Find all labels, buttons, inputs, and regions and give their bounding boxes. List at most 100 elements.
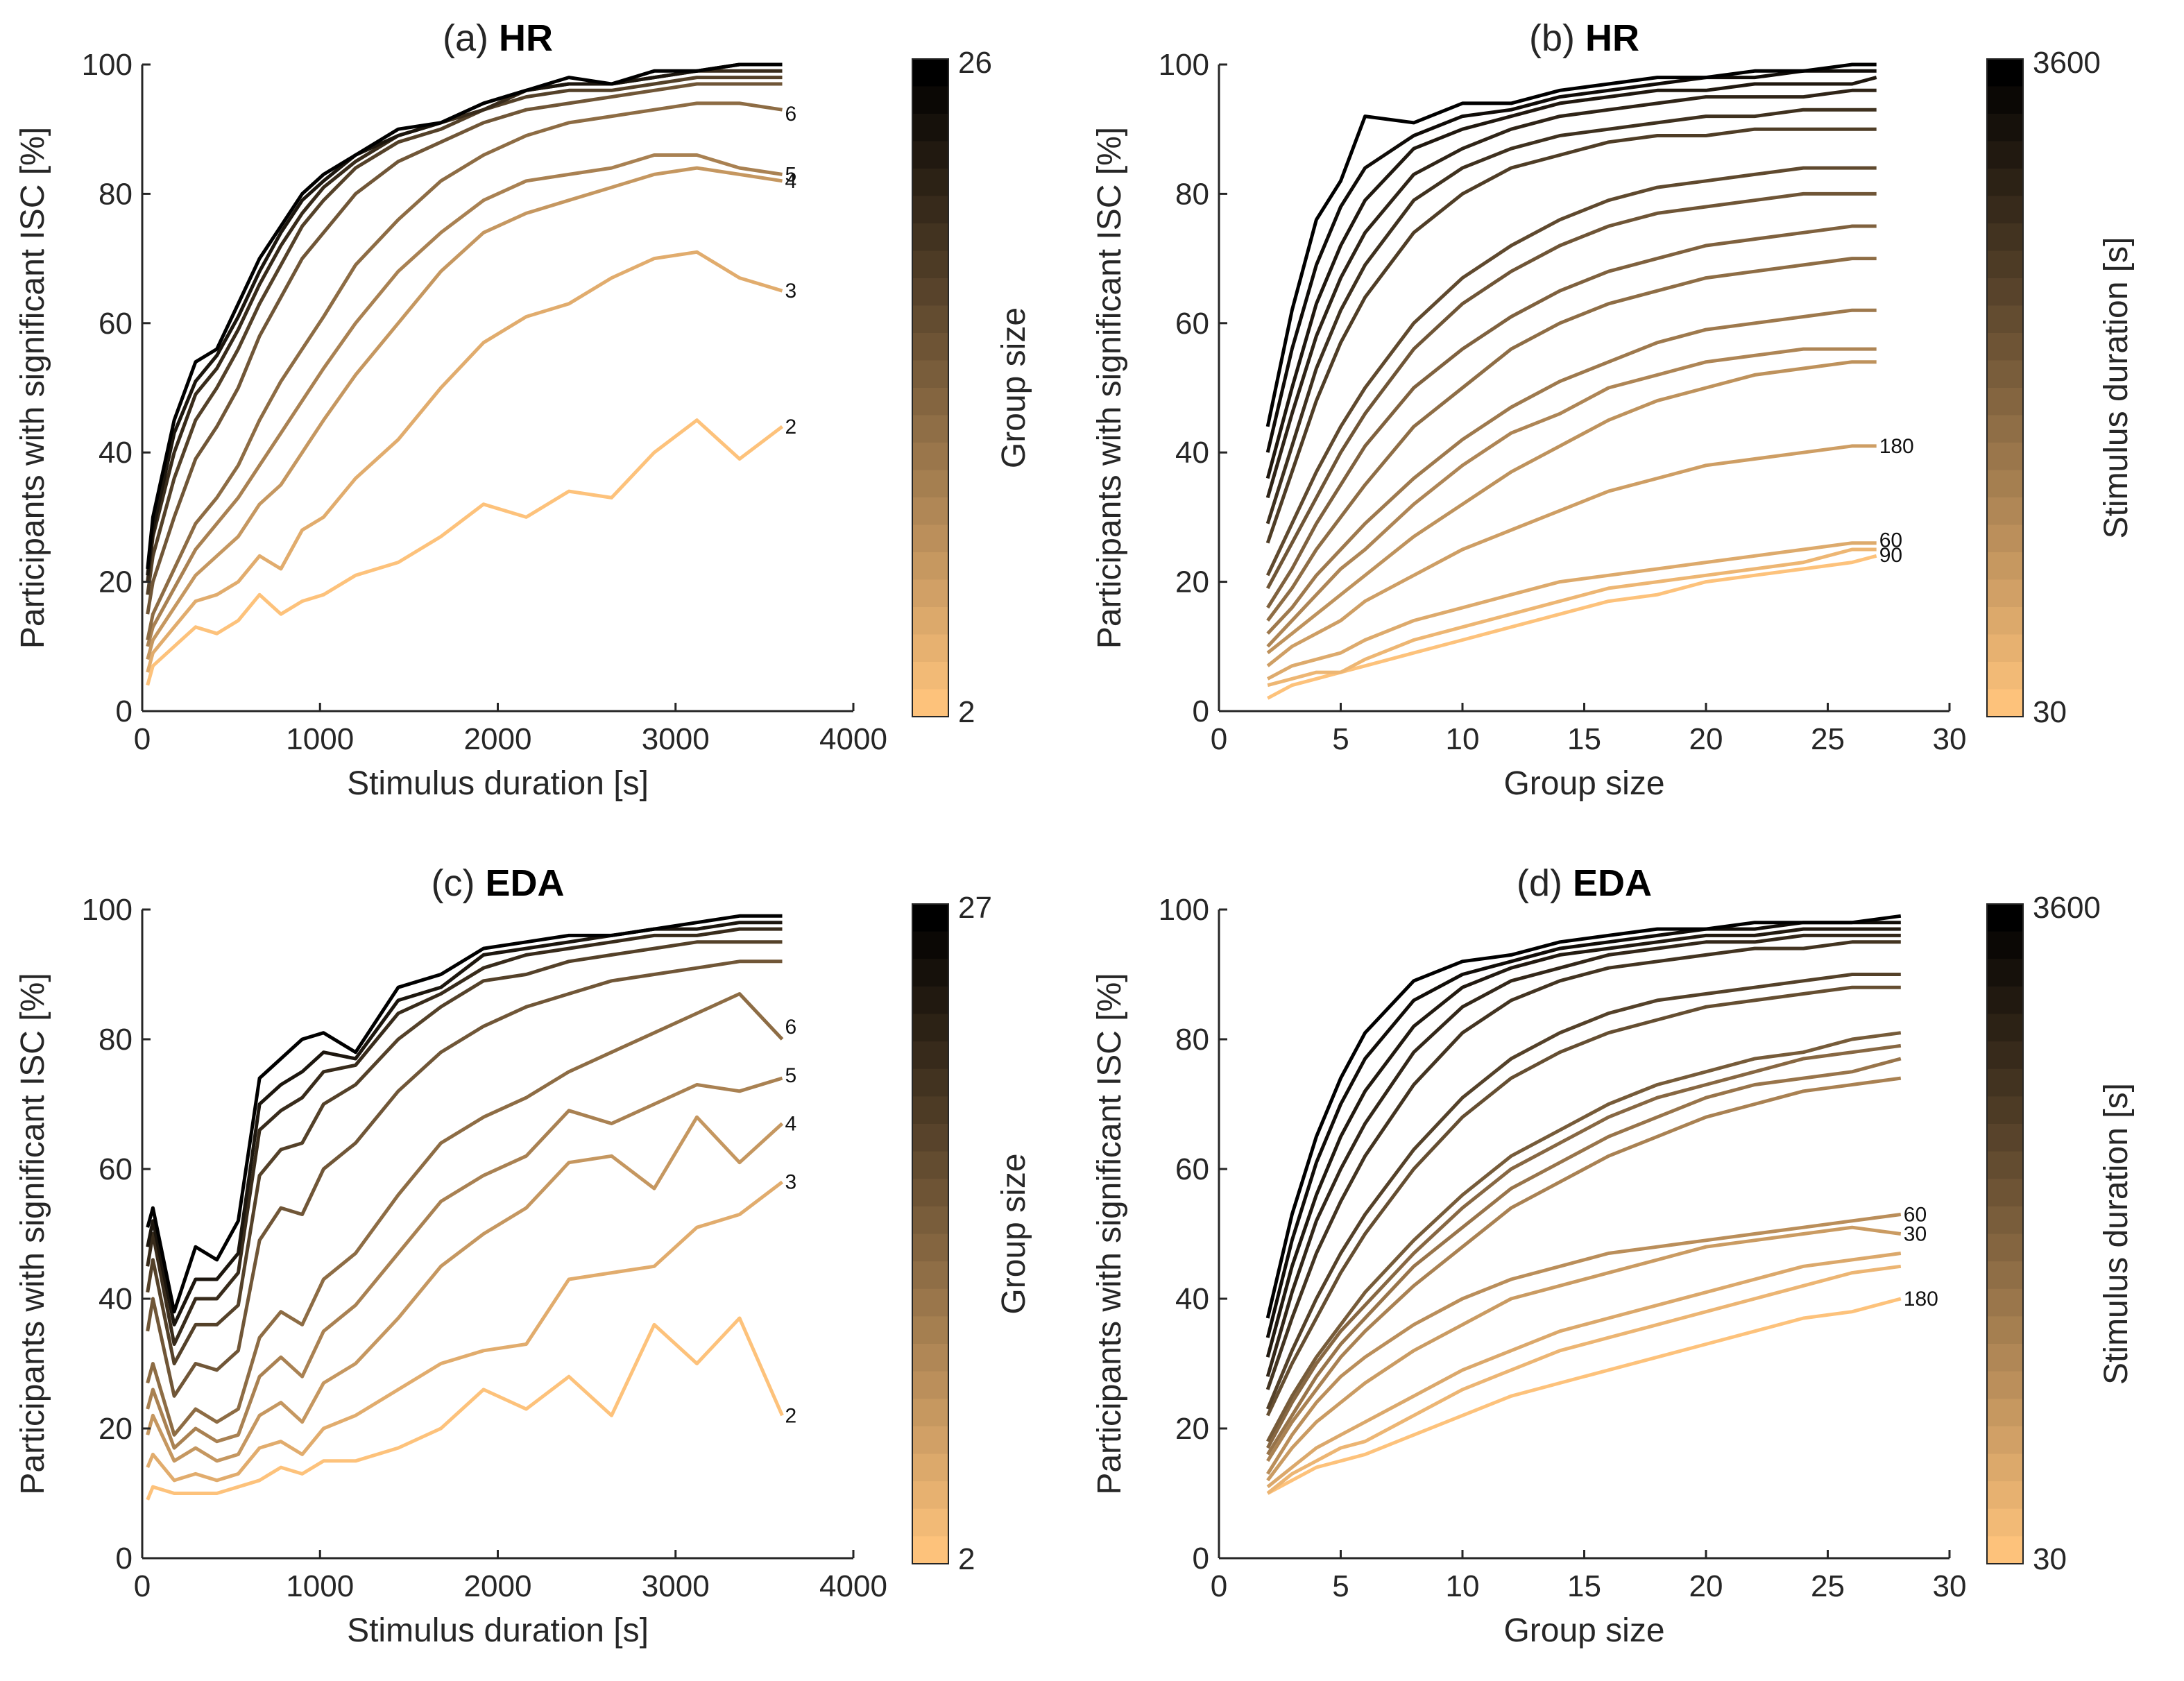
series-line-2100 (1265, 127, 1877, 544)
colorbar-band (1987, 1234, 2023, 1262)
colorbar-band (912, 1344, 948, 1372)
colorbar-band (912, 1261, 948, 1290)
series-line-3600 (1265, 62, 1877, 427)
colorbar-band (912, 443, 948, 471)
series-line-2400 (1265, 108, 1877, 524)
series-line-90 (1266, 1264, 1902, 1495)
colorbar-band (912, 524, 948, 553)
series-end-label: 3 (785, 1171, 797, 1194)
x-tick-label: 4000 (819, 1569, 887, 1603)
colorbar-band (1987, 904, 2023, 932)
colorbar-band (1987, 1344, 2023, 1372)
x-tick-label: 10 (1446, 722, 1480, 756)
series-end-label: 30 (1904, 1223, 1927, 1246)
series-line-10 (146, 82, 783, 615)
x-tick-label: 2000 (464, 722, 532, 756)
panel-title: (d) EDA (1517, 862, 1652, 904)
series-line-14 (146, 76, 783, 595)
series-end-label: 180 (1879, 435, 1914, 458)
colorbar-band (1987, 470, 2023, 498)
y-tick-label: 20 (99, 1412, 133, 1446)
colorbar-band (912, 388, 948, 416)
series-line-1200 (1266, 224, 1877, 609)
colorbar-band (1987, 1261, 2023, 1290)
colorbar-band (1987, 662, 2023, 690)
series-line-180 (1267, 1297, 1902, 1495)
colorbar-band (1987, 360, 2023, 389)
colorbar-frame (912, 58, 949, 717)
series-line-90 (1267, 547, 1877, 688)
colorbar-tick-min: 2 (958, 1542, 975, 1576)
panel-title-prefix: (d) (1517, 862, 1573, 904)
colorbar-band (912, 1124, 948, 1152)
series-line-4 (146, 166, 783, 660)
y-tick-label: 60 (1175, 1152, 1209, 1186)
colorbar-band (912, 1536, 948, 1564)
colorbar-band (912, 1508, 948, 1537)
series-end-label: 4 (785, 1113, 797, 1136)
panel-title-prefix: (c) (432, 862, 486, 904)
colorbar-band (1987, 1124, 2023, 1152)
colorbar-band (1987, 250, 2023, 279)
colorbar-band (912, 1014, 948, 1042)
x-tick-label: 1000 (286, 722, 354, 756)
colorbar-band (1987, 1453, 2023, 1482)
y-axis-label: Participants with significant ISC [%] (1091, 973, 1128, 1494)
colorbar-band (912, 579, 948, 608)
x-tick-label: 20 (1689, 1569, 1723, 1603)
colorbar-label: Group size (996, 307, 1032, 468)
colorbar-band (1987, 1316, 2023, 1345)
colorbar-band (912, 1041, 948, 1070)
colorbar-band (912, 607, 948, 635)
colorbar-frame (912, 903, 949, 1564)
colorbar-band (1987, 1206, 2023, 1235)
colorbar-band (1987, 114, 2023, 142)
series-line-3 (146, 250, 783, 673)
series-end-label: 180 (1904, 1288, 1938, 1311)
colorbar-band (912, 1179, 948, 1207)
colorbar-band (1987, 986, 2023, 1015)
x-tick-label: 5 (1332, 1569, 1349, 1603)
colorbar-band (1987, 1014, 2023, 1042)
x-tick-label: 0 (134, 1569, 151, 1603)
colorbar-band (1987, 1096, 2023, 1125)
series-end-label: 2 (785, 416, 797, 438)
series-line-3 (146, 1180, 784, 1483)
colorbar-band (1987, 1179, 2023, 1207)
series-line-2 (146, 1316, 784, 1501)
colorbar-band (1987, 141, 2023, 169)
colorbar-band (1987, 1041, 2023, 1070)
colorbar-band (1987, 524, 2023, 553)
series-line-1800 (1265, 166, 1877, 577)
colorbar-label: Group size (996, 1153, 1032, 1314)
x-tick-label: 3000 (642, 722, 710, 756)
series-line-5 (146, 1076, 783, 1450)
series-line-10 (146, 959, 783, 1398)
series-end-label: 6 (785, 103, 797, 126)
colorbar-band (1987, 1068, 2023, 1097)
colorbar-band (1987, 1426, 2023, 1455)
y-tick-label: 100 (1159, 48, 1209, 82)
y-tick-label: 100 (1159, 893, 1209, 927)
series-line-900 (1266, 1057, 1902, 1456)
colorbar-band (1987, 1371, 2023, 1399)
series-end-label: 6 (785, 1016, 797, 1039)
series-line-6 (146, 992, 784, 1437)
colorbar-band (912, 305, 948, 334)
y-tick-label: 80 (1175, 1023, 1209, 1057)
panel-title-bold: HR (499, 17, 553, 59)
colorbar-band (1987, 278, 2023, 307)
series-line-18 (146, 927, 783, 1346)
colorbar-band (912, 1371, 948, 1399)
y-tick-label: 0 (116, 1542, 133, 1576)
series-line-3600 (1265, 914, 1902, 1319)
y-tick-label: 20 (99, 565, 133, 599)
series-line-420 (1266, 347, 1877, 648)
colorbar-band (912, 931, 948, 959)
